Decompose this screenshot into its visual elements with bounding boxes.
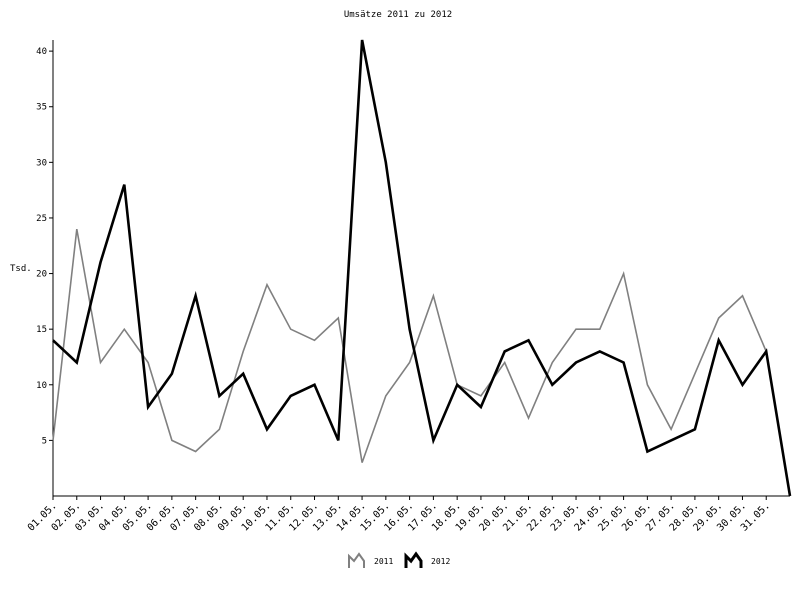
y-ticks: 5 10 15 20 25 30 35 40 <box>36 47 53 446</box>
axes <box>53 40 790 496</box>
legend-label-2012: 2012 <box>431 557 450 566</box>
y-tick-label: 40 <box>36 47 47 57</box>
series-line-2011 <box>53 229 766 463</box>
legend-swatch-2011 <box>349 554 364 568</box>
legend-swatch-2012 <box>406 554 421 568</box>
y-tick-label: 30 <box>36 158 47 168</box>
x-ticks: 01.05.02.05.03.05.04.05.05.05.06.05.07.0… <box>26 496 773 534</box>
series-layer <box>53 40 790 496</box>
chart-title: Umsätze 2011 zu 2012 <box>344 10 452 20</box>
y-axis-label: Tsd. <box>10 264 32 274</box>
y-tick-label: 5 <box>42 436 47 446</box>
y-tick-label: 25 <box>36 214 47 224</box>
y-tick-label: 35 <box>36 103 47 113</box>
y-tick-label: 20 <box>36 270 47 280</box>
y-tick-label: 15 <box>36 325 47 335</box>
series-line-2012 <box>53 40 790 496</box>
legend-label-2011: 2011 <box>374 557 393 566</box>
legend: 2011 2012 <box>349 554 450 568</box>
y-tick-label: 10 <box>36 381 47 391</box>
